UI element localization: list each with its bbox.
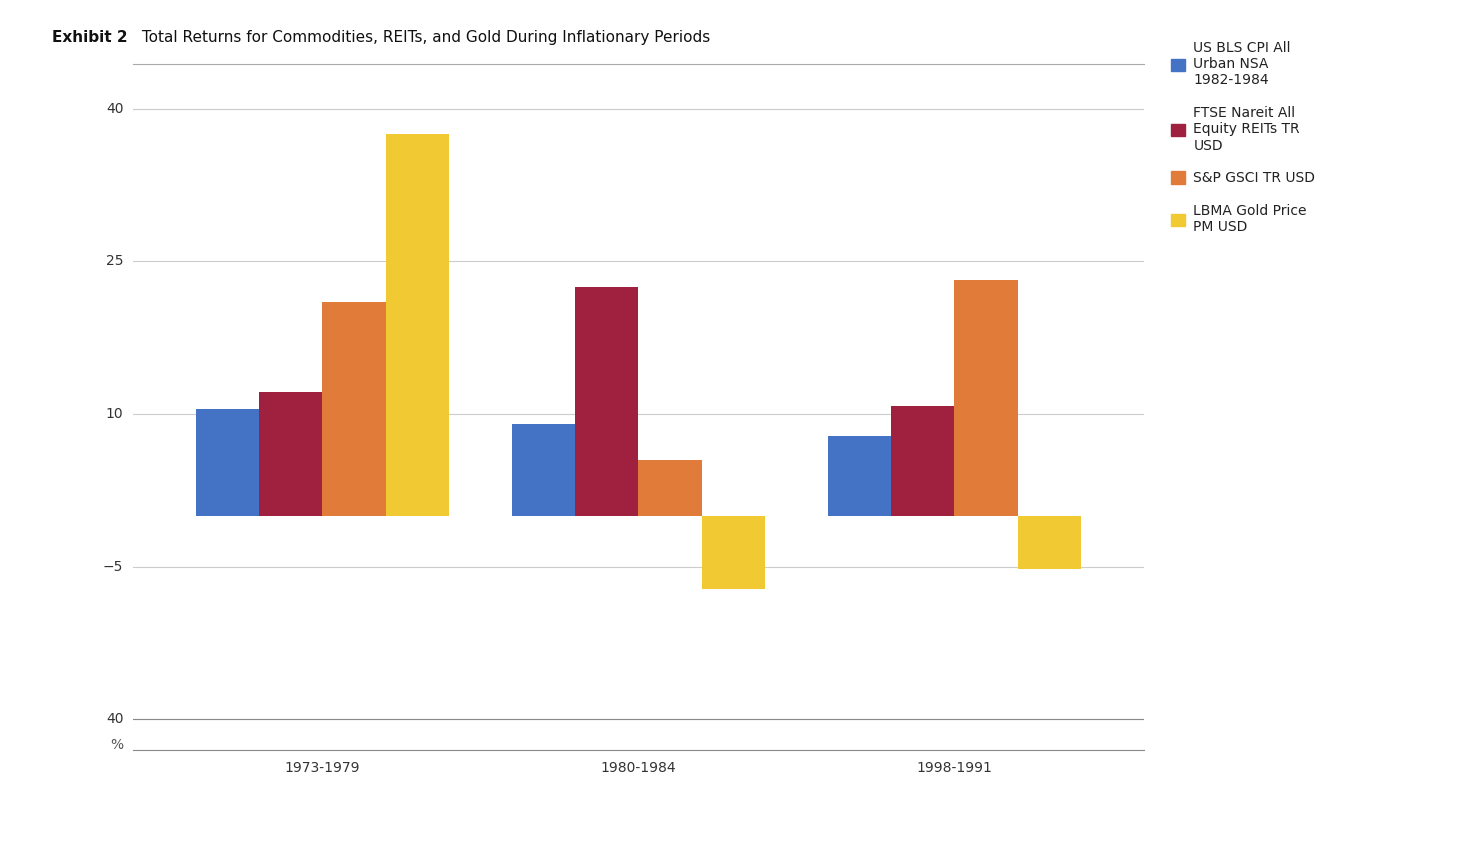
Bar	[385, 135, 449, 515]
Text: Exhibit 2: Exhibit 2	[52, 30, 127, 45]
Bar	[955, 279, 1017, 515]
Legend: US BLS CPI All
Urban NSA
1982-1984, FTSE Nareit All
Equity REITs TR
USD, S&P GSC: US BLS CPI All Urban NSA 1982-1984, FTSE…	[1170, 41, 1315, 234]
Text: %: %	[111, 738, 124, 751]
Bar	[512, 424, 576, 515]
Text: 25: 25	[106, 255, 124, 268]
Bar	[639, 460, 701, 515]
Bar	[260, 392, 322, 515]
Bar	[1017, 515, 1080, 568]
Bar	[892, 406, 955, 515]
Bar	[701, 515, 765, 589]
Text: 40: 40	[106, 102, 124, 116]
Text: 40: 40	[106, 712, 124, 726]
Text: −5: −5	[103, 560, 124, 573]
Bar	[322, 302, 385, 515]
Text: Total Returns for Commodities, REITs, and Gold During Inflationary Periods: Total Returns for Commodities, REITs, an…	[137, 30, 710, 45]
Text: 10: 10	[106, 407, 124, 421]
Bar	[828, 436, 892, 515]
Bar	[196, 409, 260, 515]
Bar	[576, 287, 638, 515]
